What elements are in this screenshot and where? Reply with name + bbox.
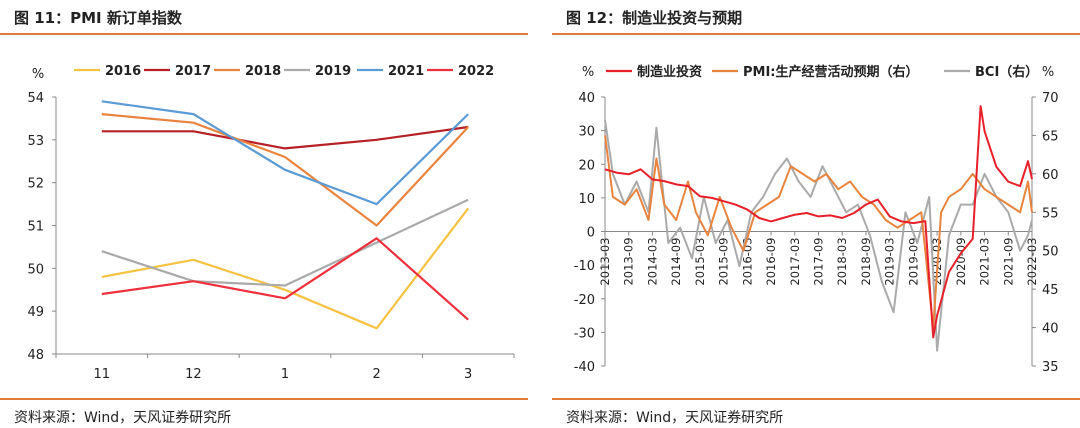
x-tick-label: 2019-03 — [883, 238, 897, 286]
source-note: 资料来源：Wind，天风证券研究所 — [566, 410, 784, 426]
x-tick-label: 2 — [372, 367, 380, 382]
x-tick-label: 12 — [185, 367, 202, 382]
x-tick-label: 1 — [281, 367, 289, 382]
figure-12-panel: 图 12：制造业投资与预期 -40 -30 -20 -10 0 10 20 30 40 35 40 4… — [552, 0, 1080, 428]
title-divider — [0, 33, 528, 35]
right-y-tick-label: 35 — [1042, 360, 1059, 375]
manufacturing-investment-chart: -40 -30 -20 -10 0 10 20 30 40 35 40 45 50 55 60 65 70% % 2… — [574, 64, 1059, 375]
x-tick-label: 2021-03 — [978, 238, 992, 286]
y-tick-label: 54 — [27, 91, 44, 106]
left-axis-unit: % — [582, 65, 594, 80]
series-line-2017 — [101, 125, 469, 150]
x-tick-label: 2018-03 — [835, 237, 849, 285]
source-divider — [552, 398, 1080, 400]
y-tick-label: 51 — [27, 220, 44, 235]
y-tick-label: 48 — [27, 348, 44, 363]
legend-label-2017: 2017 — [175, 64, 211, 79]
left-y-tick-label: 30 — [578, 125, 595, 140]
left-y-tick-label: 10 — [578, 192, 595, 207]
series-line-2018 — [101, 113, 470, 227]
y-tick-label: 52 — [27, 177, 44, 192]
left-y-tick-label: 0 — [587, 226, 595, 241]
legend-label-2021: 2021 — [388, 64, 424, 79]
left-y-tick-label: -20 — [574, 293, 595, 308]
right-y-tick-label: 50 — [1042, 245, 1059, 260]
x-tick-label: 2013-09 — [622, 237, 636, 285]
series-line-PMI:生产经营活动预期（右） — [604, 135, 1033, 329]
left-y-tick-label: 40 — [578, 91, 595, 106]
y-tick-label: 53 — [27, 134, 44, 149]
x-tick-label: 2016-03 — [740, 237, 754, 285]
legend-label-PMI:生产经营活动预期（右）: PMI:生产经营活动预期（右） — [743, 64, 919, 80]
series-line-2019 — [101, 198, 469, 287]
series-line-2022 — [101, 237, 469, 321]
series-line-2021 — [101, 100, 469, 206]
x-tick-label: 2015-03 — [693, 238, 707, 286]
x-tick-label: 2021-09 — [1001, 238, 1015, 286]
x-tick-label: 2018-09 — [859, 237, 873, 285]
x-tick-label: 2017-03 — [788, 238, 802, 286]
right-y-tick-label: 70 — [1042, 91, 1059, 106]
figure-title: 图 12：制造业投资与预期 — [566, 9, 743, 27]
right-y-tick-label: 60 — [1042, 168, 1059, 183]
series-line-制造业投资 — [604, 105, 1033, 339]
x-tick-label: 2014-03 — [645, 237, 659, 285]
legend-label-2022: 2022 — [458, 64, 494, 79]
x-tick-label: 11 — [94, 367, 111, 382]
left-y-tick-label: -30 — [574, 326, 595, 341]
legend-label-2018: 2018 — [245, 64, 281, 79]
figure-title: 图 11：PMI 新订单指数 — [14, 9, 182, 27]
right-y-tick-label: 55 — [1042, 206, 1059, 221]
x-tick-label: 2013-03 — [598, 238, 612, 286]
legend-label-2019: 2019 — [315, 64, 351, 79]
source-divider — [0, 398, 528, 400]
x-tick-label: 2022-03 — [1025, 238, 1039, 286]
right-axis-unit: % — [1042, 65, 1054, 80]
legend-label-制造业投资: 制造业投资 — [637, 64, 702, 80]
x-tick-label: 2014-09 — [669, 238, 683, 286]
x-tick-label: 2016-09 — [764, 238, 778, 286]
y-tick-label: 49 — [27, 305, 44, 320]
y-axis-unit: % — [32, 67, 44, 82]
right-y-tick-label: 65 — [1042, 129, 1059, 144]
right-y-tick-label: 45 — [1042, 283, 1059, 298]
series-line-BCI（右） — [604, 119, 1033, 352]
x-tick-label: 3 — [464, 367, 472, 382]
x-tick-label: 2017-09 — [812, 238, 826, 286]
left-y-tick-label: 20 — [578, 158, 595, 173]
legend-label-2016: 2016 — [105, 64, 141, 79]
legend-label-BCI（右）: BCI（右） — [975, 64, 1038, 80]
title-divider — [552, 33, 1080, 35]
source-note: 资料来源：Wind，天风证券研究所 — [14, 410, 232, 426]
left-y-tick-label: -40 — [574, 360, 595, 375]
x-tick-label: 2015-09 — [717, 237, 731, 285]
figure-11-panel: 图 11：PMI 新订单指数 48 49 50 51 52 53 54% 11 12 1 2 3 201… — [0, 0, 528, 428]
left-y-tick-label: -10 — [574, 259, 595, 274]
x-tick-label: 2019-09 — [906, 238, 920, 286]
y-tick-label: 50 — [27, 262, 44, 277]
right-y-tick-label: 40 — [1042, 322, 1059, 337]
series-line-2016 — [101, 207, 470, 330]
